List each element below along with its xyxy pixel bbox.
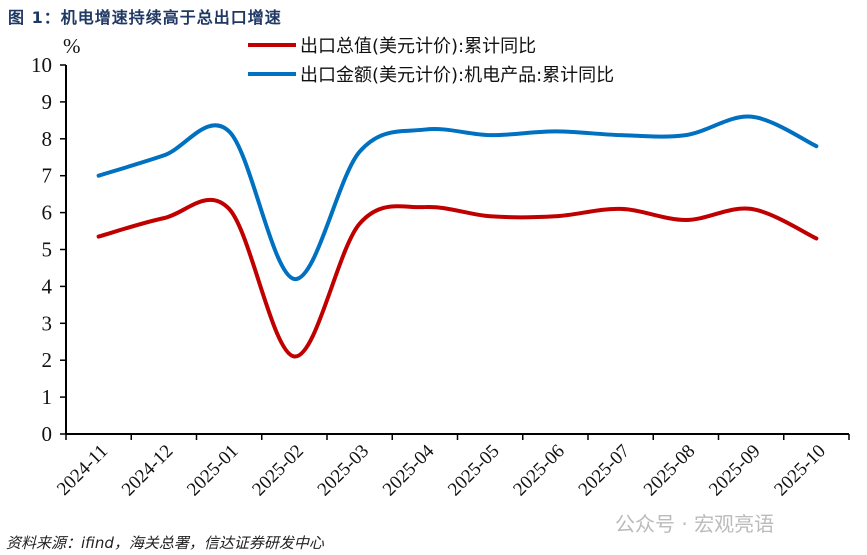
y-tick-label: 7 [42, 164, 53, 188]
series-lines [96, 114, 819, 359]
y-tick-label: 4 [42, 274, 53, 298]
x-tick-label: 2025-06 [509, 441, 569, 501]
series-line [96, 197, 819, 359]
y-tick-label: 3 [42, 311, 53, 335]
chart-title: 图 1：机电增速持续高于总出口增速 [8, 8, 282, 27]
x-tick-label: 2024-11 [53, 441, 112, 500]
x-tick-label: 2025-10 [770, 441, 830, 501]
source-note: 资料来源：ifind，海关总署，信达证券研发中心 [6, 534, 324, 552]
x-tick-label: 2025-03 [314, 441, 374, 501]
y-tick-label: 5 [42, 238, 53, 262]
y-tick-label: 1 [42, 385, 53, 409]
y-tick-label: 0 [42, 422, 53, 446]
y-tick-label: 2 [42, 348, 53, 372]
y-tick-label: 10 [31, 53, 52, 77]
y-tick-label: 6 [42, 201, 53, 225]
y-tick-label: 8 [42, 127, 53, 151]
legend: 出口总值(美元计价):累计同比 出口金额(美元计价):机电产品:累计同比 [248, 36, 614, 86]
x-axis: 2024-11 2024-12 2025-01 2025-02 2025-03 2025-… [53, 433, 850, 501]
x-tick-label: 2025-01 [183, 441, 243, 501]
x-tick-label: 2025-05 [444, 441, 504, 501]
x-tick-label: 2025-09 [705, 441, 765, 501]
x-tick-label: 2024-12 [118, 441, 178, 501]
y-axis-unit: % [63, 34, 81, 58]
x-tick-label: 2025-08 [640, 441, 700, 501]
x-tick-label: 2025-07 [575, 441, 635, 501]
x-tick-label: 2025-04 [379, 440, 439, 500]
series-line [96, 114, 819, 282]
legend-label-total: 出口总值(美元计价):累计同比 [300, 36, 536, 57]
watermark: 公众号 · 宏观亮语 [615, 512, 775, 536]
y-axis: 0 1 2 3 4 5 6 7 8 9 10 [31, 53, 67, 446]
y-tick-label: 9 [42, 90, 53, 114]
legend-label-mech: 出口金额(美元计价):机电产品:累计同比 [300, 65, 614, 86]
x-tick-label: 2025-02 [248, 441, 308, 501]
